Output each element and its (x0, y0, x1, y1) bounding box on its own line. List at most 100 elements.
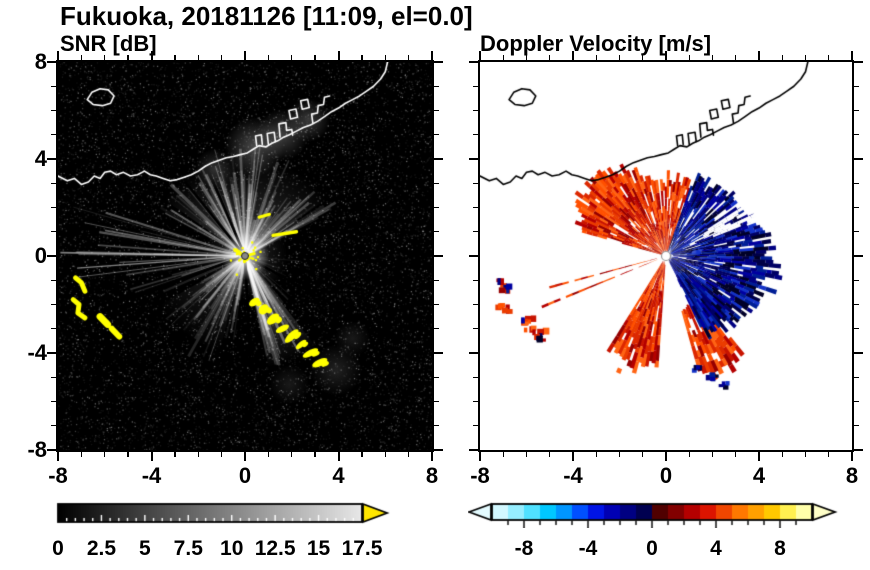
axis-tick (469, 449, 478, 451)
axis-tick (197, 452, 199, 457)
axis-tick (781, 452, 783, 457)
axis-tick (758, 51, 760, 60)
doppler-colorbar-label: -4 (578, 537, 598, 560)
axis-tick (469, 158, 478, 160)
axis-tick (479, 452, 481, 461)
axis-tick (854, 134, 859, 136)
axis-tick (854, 231, 859, 233)
y-tick-label: 0 (34, 243, 47, 268)
snr-plot-frame (56, 60, 434, 452)
x-tick-label: -8 (48, 463, 68, 488)
axis-tick (47, 61, 56, 63)
axis-tick (735, 452, 737, 457)
axis-tick (314, 452, 316, 457)
x-tick-label: -4 (563, 463, 583, 488)
axis-tick (434, 449, 443, 451)
axis-tick (431, 452, 433, 461)
x-tick-label: -8 (470, 463, 490, 488)
axis-tick (804, 452, 807, 457)
axis-tick (434, 85, 439, 87)
axis-tick (127, 452, 129, 457)
axis-tick (47, 255, 56, 257)
axis-tick (854, 206, 859, 209)
axis-tick (57, 452, 59, 461)
axis-tick (434, 279, 439, 281)
axis-tick (47, 449, 56, 451)
doppler-panel-title: Doppler Velocity [m/s] (480, 31, 712, 56)
axis-tick (267, 452, 270, 457)
axis-tick (57, 51, 59, 60)
axis-tick (337, 452, 340, 461)
axis-tick (47, 352, 56, 354)
doppler-colorbar-label: 0 (646, 537, 658, 560)
x-tick-label: 4 (332, 463, 345, 488)
axis-tick (174, 452, 176, 457)
axis-tick (851, 51, 853, 60)
axis-tick (828, 452, 830, 457)
axis-tick (854, 279, 859, 281)
axis-tick (361, 452, 363, 457)
snr-colorbar-label: 7.5 (173, 537, 203, 560)
doppler-colorbar (468, 502, 852, 528)
axis-tick (434, 255, 443, 257)
axis-tick (244, 51, 246, 60)
axis-tick (854, 328, 859, 330)
axis-tick (854, 158, 863, 160)
axis-tick (854, 303, 859, 306)
axis-tick (854, 85, 859, 87)
axis-tick (291, 452, 293, 457)
axis-tick (688, 452, 690, 457)
axis-tick (384, 452, 386, 457)
snr-colorbar (56, 502, 396, 528)
axis-tick (104, 452, 106, 457)
axis-tick (244, 452, 246, 461)
x-tick-label: -4 (141, 463, 162, 488)
axis-tick (854, 182, 859, 184)
snr-panel-title: SNR [dB] (60, 31, 157, 56)
axis-tick (469, 255, 478, 257)
axis-tick (220, 452, 223, 457)
axis-tick (618, 452, 621, 457)
doppler-plot-canvas (480, 62, 852, 450)
axis-tick (502, 452, 504, 457)
axis-tick (549, 452, 551, 457)
x-tick-label: 0 (659, 463, 673, 488)
axis-tick (854, 376, 859, 378)
axis-tick (434, 134, 439, 136)
axis-tick (595, 452, 597, 457)
axis-tick (434, 303, 439, 306)
x-tick-label: 0 (238, 463, 252, 488)
doppler-colorbar-label: 4 (710, 537, 722, 560)
doppler-colorbar-label: 8 (774, 537, 786, 560)
axis-tick (337, 51, 340, 60)
axis-tick (434, 400, 439, 403)
axis-tick (525, 452, 528, 457)
axis-tick (407, 452, 410, 457)
snr-colorbar-label: 2.5 (86, 537, 117, 560)
y-tick-label: -8 (27, 437, 47, 462)
axis-tick (854, 449, 863, 451)
axis-tick (854, 61, 863, 63)
axis-tick (150, 452, 153, 461)
axis-tick (431, 51, 433, 60)
axis-tick (434, 328, 439, 330)
axis-tick (854, 352, 863, 354)
axis-tick (854, 400, 859, 403)
snr-colorbar-label: 10 (220, 537, 244, 560)
axis-tick (434, 158, 443, 160)
snr-colorbar-label: 17.5 (341, 537, 383, 560)
snr-colorbar-label: 15 (306, 537, 331, 560)
y-tick-label: -4 (27, 340, 47, 365)
axis-tick (434, 206, 439, 209)
figure-title: Fukuoka, 20181126 [11:09, el=0.0] (60, 1, 473, 31)
axis-tick (854, 109, 859, 112)
doppler-plot-frame (478, 60, 854, 452)
snr-colorbar-label: 0 (52, 537, 64, 560)
doppler-colorbar-label: -8 (514, 537, 534, 560)
x-tick-label: 8 (425, 463, 439, 488)
axis-tick (665, 452, 667, 461)
x-tick-label: 4 (752, 463, 766, 488)
axis-tick (469, 61, 478, 63)
snr-colorbar-label: 5 (139, 537, 151, 560)
